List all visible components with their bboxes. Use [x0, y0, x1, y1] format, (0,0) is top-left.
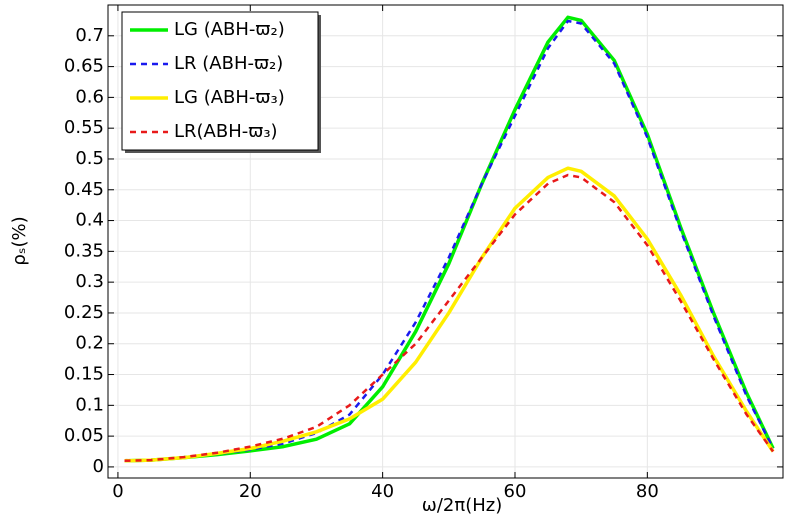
x-tick-label: 20	[239, 481, 262, 502]
x-axis-label: ω/2π(Hz)	[422, 495, 502, 516]
legend-label: LG (ABH-ϖ₂)	[174, 19, 285, 40]
y-tick-label: 0.1	[75, 394, 104, 415]
plot-frame	[107, 4, 784, 479]
y-tick-label: 0.3	[75, 271, 104, 292]
y-tick-label: 0.65	[64, 56, 104, 77]
y-tick-label: 0.55	[64, 117, 104, 138]
series-line	[124, 173, 775, 463]
series-line	[124, 166, 775, 463]
x-tick-label: 0	[112, 481, 123, 502]
y-tick-label: 0.15	[64, 364, 104, 385]
legend-label: LG (ABH-ϖ₃)	[174, 87, 285, 108]
y-tick-label: 0.45	[64, 179, 104, 200]
y-tick-label: 0.25	[64, 302, 104, 323]
legend-box	[121, 11, 319, 151]
legend: LG (ABH-ϖ₂) LR (ABH-ϖ₂) LG (ABH-ϖ₃) LR(ABH-…	[121, 11, 319, 151]
y-tick-label: 0.6	[75, 86, 104, 107]
y-tick-label: 0.2	[75, 333, 104, 354]
y-tick-label: 0.4	[75, 210, 104, 231]
y-axis-label: ρₛ(%)	[9, 216, 30, 265]
series-line	[124, 15, 775, 463]
legend-label: LR(ABH-ϖ₃)	[174, 121, 278, 142]
x-tick-label: 80	[636, 481, 659, 502]
y-tick-label: 0	[93, 456, 104, 477]
y-tick-label: 0.05	[64, 425, 104, 446]
x-tick-label: 40	[371, 481, 394, 502]
legend-label: LR (ABH-ϖ₂)	[174, 53, 283, 74]
y-tick-label: 0.35	[64, 240, 104, 261]
y-tick-label: 0.7	[75, 25, 104, 46]
y-tick-label: 0.5	[75, 148, 104, 169]
x-tick-label: 60	[504, 481, 527, 502]
